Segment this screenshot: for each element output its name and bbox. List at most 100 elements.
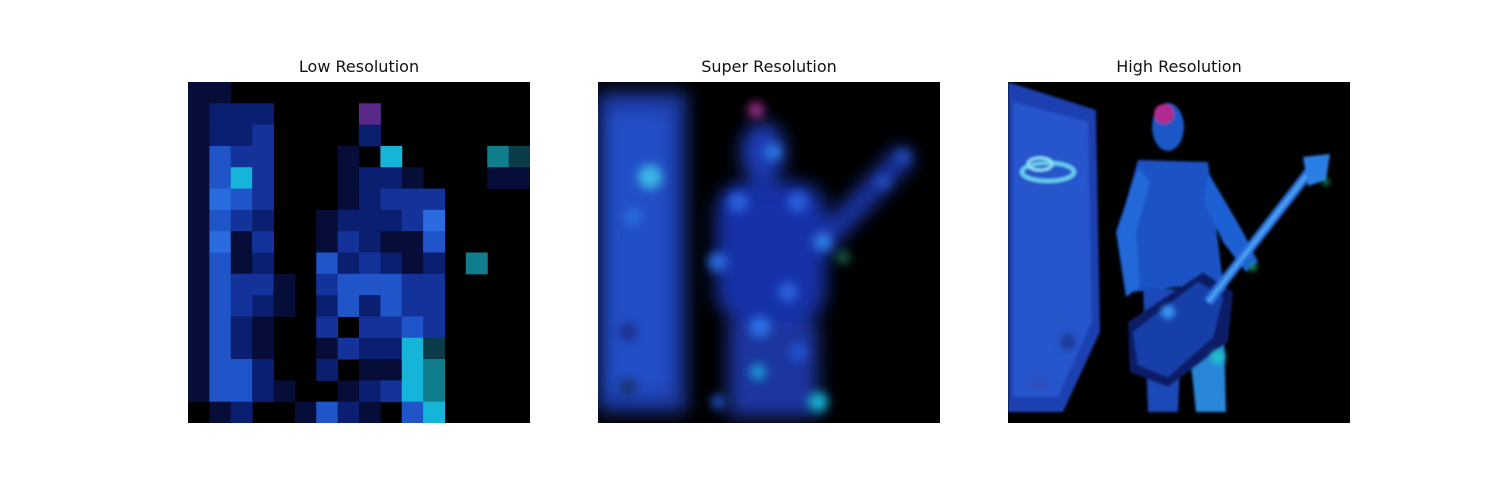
low-res-pixel [316,274,338,296]
low-res-pixel [209,295,231,317]
low-res-pixel [359,316,381,338]
low-res-pixel [423,359,445,381]
low-res-pixel [338,253,360,275]
low-res-pixel [209,146,231,168]
low-res-pixel [380,359,402,381]
low-res-pixel [231,402,253,423]
low-res-pixel [188,146,210,168]
low-res-pixel [338,295,360,317]
low-res-pixel [380,316,402,338]
low-res-pixel [359,231,381,253]
low-res-pixel [231,146,253,168]
low-res-pixel [338,231,360,253]
low-res-pixel [231,231,253,253]
low-res-pixel [338,338,360,360]
low-res-pixel [188,338,210,360]
low-res-pixel [231,125,253,147]
low-res-pixel [487,167,509,189]
low-res-pixel [252,125,274,147]
low-res-pixel [274,295,296,317]
low-res-pixel [359,125,381,147]
low-res-pixel [209,338,231,360]
low-res-pixel [402,380,424,402]
low-res-pixel [316,338,338,360]
low-res-pixel [252,189,274,211]
low-res-pixel [466,253,488,275]
low-res-pixel [252,316,274,338]
low-res-pixel [423,189,445,211]
low-res-pixel [359,210,381,232]
low-res-pixel [231,359,253,381]
low-res-pixel [209,274,231,296]
super-resolution-image [598,82,940,423]
low-res-pixel [274,274,296,296]
low-res-pixel [209,402,231,423]
low-res-pixel [252,274,274,296]
low-res-pixel [402,167,424,189]
low-res-pixel [188,231,210,253]
low-res-pixel [316,295,338,317]
panel-title-super-resolution: Super Resolution [598,56,940,78]
low-res-pixel [359,295,381,317]
low-res-pixel [359,103,381,125]
low-res-pixel [252,359,274,381]
low-res-pixel [423,210,445,232]
low-res-pixel [188,253,210,275]
low-res-pixel [188,359,210,381]
low-res-pixel [188,125,210,147]
low-res-pixel [402,295,424,317]
low-res-pixel [231,189,253,211]
low-res-pixel [338,274,360,296]
low-res-pixel [338,146,360,168]
low-res-pixel [231,295,253,317]
low-res-pixel [209,189,231,211]
low-res-pixel [188,82,210,104]
low-res-pixel [274,380,296,402]
low-res-pixel [380,167,402,189]
low-res-pixel [380,274,402,296]
low-res-pixel [188,295,210,317]
high-resolution-image [1008,82,1350,423]
low-res-pixel [209,82,231,104]
low-res-pixel [423,338,445,360]
low-res-pixel [209,380,231,402]
low-res-pixel [359,167,381,189]
low-res-pixel [188,380,210,402]
low-res-pixel [380,338,402,360]
low-res-pixel [231,103,253,125]
low-res-pixel [209,210,231,232]
low-res-pixel [252,146,274,168]
low-res-pixel [231,274,253,296]
low-res-pixel [359,274,381,296]
low-res-pixel [209,103,231,125]
low-res-pixel [252,167,274,189]
low-res-pixel [423,274,445,296]
low-res-pixel [188,210,210,232]
low-res-pixel [402,253,424,275]
low-res-pixel [380,295,402,317]
low-res-pixel [188,167,210,189]
low-res-pixel [316,359,338,381]
low-res-pixel [359,380,381,402]
low-res-pixel [231,338,253,360]
low-res-pixel [359,338,381,360]
low-res-pixel [402,189,424,211]
low-res-pixel [509,167,530,189]
low-res-pixel [252,103,274,125]
low-res-pixel [231,253,253,275]
low-res-pixel [338,210,360,232]
low-res-pixel [316,253,338,275]
low-res-pixel [338,380,360,402]
low-res-pixel [316,210,338,232]
low-res-pixel [252,295,274,317]
low-res-pixel [359,402,381,423]
low-res-pixel [380,253,402,275]
low-res-pixel [402,316,424,338]
low-res-pixel [338,189,360,211]
low-res-pixel [231,380,253,402]
low-res-pixel [338,167,360,189]
low-res-pixel [487,146,509,168]
low-res-pixel [402,359,424,381]
low-res-pixel [209,316,231,338]
